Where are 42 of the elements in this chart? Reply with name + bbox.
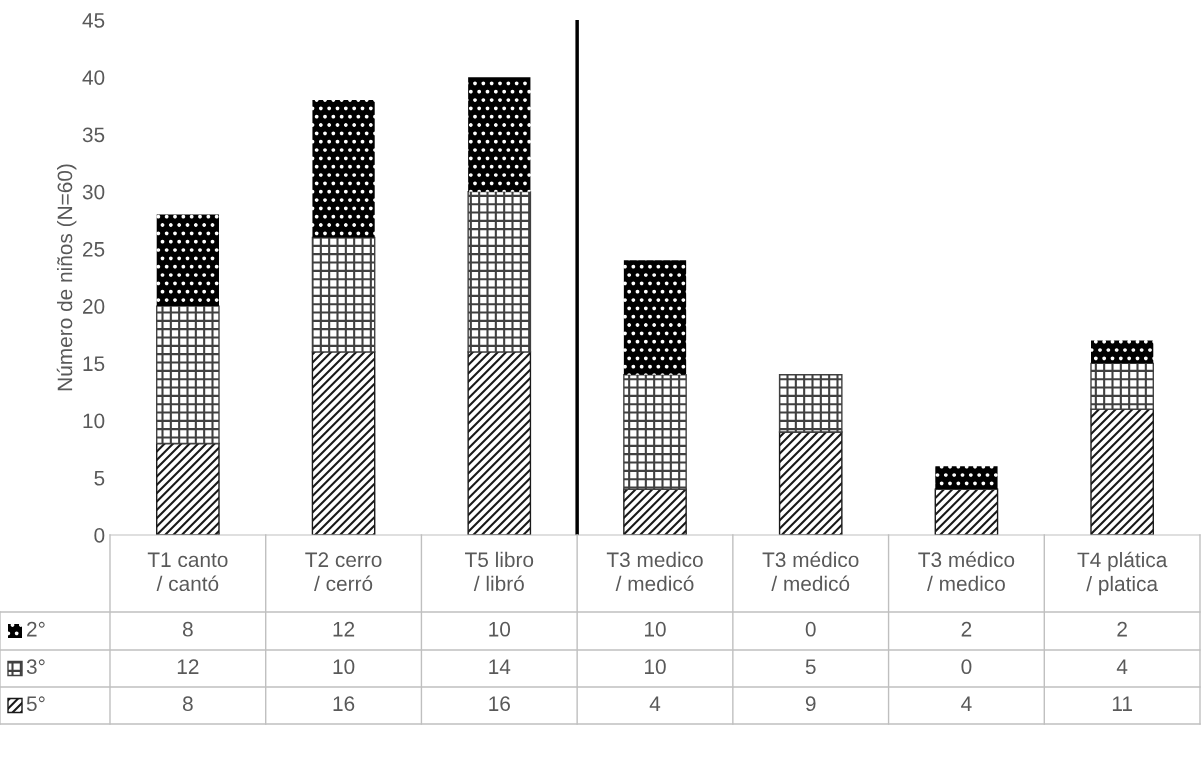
y-tick-label: 20 — [83, 299, 105, 314]
data-label: 0 — [805, 621, 816, 637]
data-label: 4 — [649, 696, 661, 711]
data-label: 12 — [333, 621, 355, 637]
y-tick-label: 40 — [82, 70, 105, 85]
data-label: 0 — [961, 659, 972, 675]
data-label: 5 — [805, 659, 816, 675]
y-tick-label: 45 — [82, 13, 105, 28]
data-label: 16 — [333, 696, 355, 712]
data-label: 2 — [1117, 621, 1127, 637]
legend-label: 2° — [27, 621, 45, 637]
data-label: 12 — [177, 659, 199, 674]
x-tick-label: T2 cerro / cerró — [305, 552, 382, 592]
y-tick-label: 10 — [83, 413, 105, 429]
data-label: 8 — [182, 696, 193, 712]
y-axis-title: Número de niños (N=60) — [56, 164, 77, 391]
x-tick-label: T3 medico / medicó — [606, 551, 703, 592]
legend-label: 3° — [26, 659, 45, 675]
y-tick-label: 15 — [83, 356, 105, 372]
data-label: 9 — [805, 696, 816, 712]
x-tick-label: T5 libro / libró — [465, 551, 534, 592]
data-label: 16 — [489, 696, 510, 712]
data-label: 10 — [489, 621, 511, 637]
y-tick-label: 0 — [94, 528, 105, 543]
data-label: 11 — [1112, 696, 1132, 711]
x-tick-label: T3 médico / medico — [918, 551, 1015, 592]
y-tick-label: 30 — [82, 184, 105, 200]
data-label: 10 — [333, 659, 355, 675]
y-tick-label: 35 — [82, 127, 105, 143]
data-label: 4 — [961, 696, 972, 711]
legend-label: 5° — [26, 696, 45, 712]
x-tick-label: T3 médico / medicó — [762, 551, 859, 592]
data-label: 14 — [489, 659, 511, 674]
x-tick-label: T4 plática / platica — [1077, 551, 1168, 596]
data-label: 10 — [645, 621, 666, 637]
data-label: 8 — [182, 621, 193, 637]
x-tick-label: T1 canto / cantó — [147, 552, 228, 592]
data-label: 4 — [1116, 659, 1128, 674]
y-tick-label: 25 — [83, 241, 105, 257]
data-label: 10 — [645, 659, 666, 675]
data-label: 2 — [961, 621, 972, 637]
y-tick-label: 5 — [94, 470, 105, 486]
